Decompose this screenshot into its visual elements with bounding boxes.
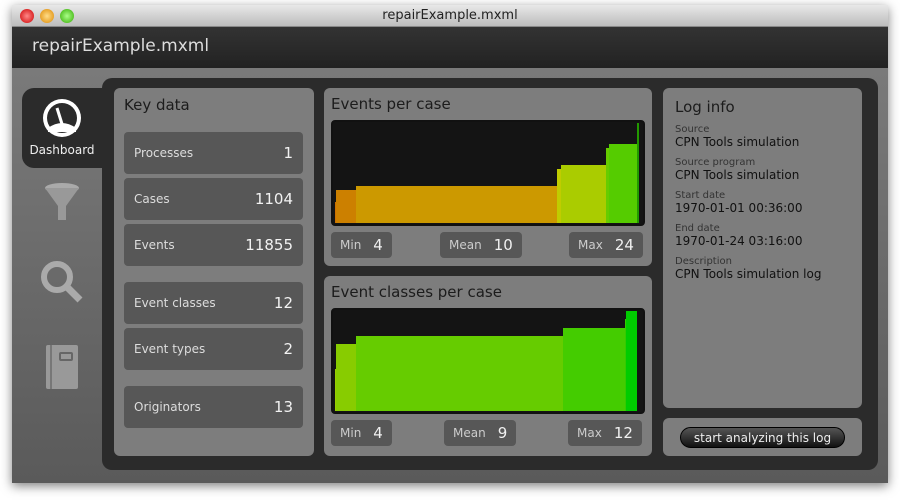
histogram-bar — [625, 319, 627, 411]
start-analyzing-button[interactable]: start analyzing this log — [680, 427, 845, 448]
key-data-row: Event types 2 — [124, 328, 303, 370]
row-value: 11855 — [245, 236, 293, 254]
field-label: Description — [675, 256, 732, 267]
row-label: Events — [134, 238, 175, 252]
mean-label: Mean — [453, 426, 486, 440]
histogram-bar — [556, 168, 562, 223]
key-data-card: Key data Processes 1 Cases 1104 Events 11855 E… — [114, 88, 314, 456]
key-data-row: Cases 1104 — [124, 178, 303, 220]
nav-dashboard-label: Dashboard — [29, 143, 95, 157]
row-value: 1 — [283, 144, 293, 162]
field-value: 1970-01-24 03:16:00 — [675, 234, 803, 248]
row-label: Originators — [134, 400, 201, 414]
gauge-icon — [43, 99, 81, 137]
mean-value: 10 — [493, 236, 513, 254]
zoom-button[interactable] — [60, 9, 74, 23]
min-stat: Min 4 — [331, 232, 392, 258]
log-info-title: Log info — [675, 98, 735, 116]
row-label: Event types — [134, 342, 206, 356]
field-label: Source — [675, 124, 710, 135]
row-value: 13 — [273, 398, 293, 416]
field-label: Start date — [675, 190, 726, 201]
key-data-row: Originators 13 — [124, 386, 303, 428]
row-label: Event classes — [134, 296, 216, 310]
min-label: Min — [340, 426, 362, 440]
field-label: End date — [675, 223, 720, 234]
title-bar: repairExample.mxml — [12, 5, 888, 27]
min-value: 4 — [373, 424, 383, 442]
min-label: Min — [340, 238, 362, 252]
mean-value: 9 — [497, 424, 508, 442]
mean-stat: Mean 10 — [440, 232, 522, 258]
action-card: start analyzing this log — [663, 418, 862, 456]
field-label: Source program — [675, 157, 756, 168]
max-value: 12 — [613, 424, 633, 442]
events-per-case-chart — [331, 120, 645, 226]
key-data-row: Event classes 12 — [124, 282, 303, 324]
mean-label: Mean — [449, 238, 482, 252]
histogram-bar — [335, 202, 337, 223]
chart-title: Events per case — [331, 95, 451, 113]
row-value: 2 — [283, 340, 293, 358]
histogram-bar — [637, 123, 639, 223]
histogram-bar — [561, 164, 607, 223]
window-title: repairExample.mxml — [382, 8, 518, 23]
field-value: CPN Tools simulation — [675, 168, 800, 182]
key-data-title: Key data — [124, 96, 190, 114]
max-stat: Max 12 — [568, 420, 642, 446]
funnel-icon — [45, 183, 79, 220]
max-stat: Max 24 — [569, 232, 643, 258]
histogram-bar — [335, 369, 337, 411]
event-classes-per-case-card: Event classes per case Min 4 Mean 9 Max 12 — [324, 276, 652, 456]
log-info-card: Log info Source CPN Tools simulation Sourc… — [663, 88, 862, 408]
histogram-bar — [336, 189, 356, 223]
nav-notebook[interactable] — [22, 343, 102, 395]
app-header: repairExample.mxml — [12, 27, 888, 68]
histogram-bar — [609, 143, 638, 223]
field-value: CPN Tools simulation log — [675, 267, 822, 281]
close-button[interactable] — [20, 9, 34, 23]
chart-title: Event classes per case — [331, 283, 502, 301]
min-stat: Min 4 — [331, 420, 392, 446]
row-value: 12 — [273, 294, 293, 312]
min-value: 4 — [373, 236, 383, 254]
magnifier-icon — [41, 261, 83, 303]
key-data-row: Events 11855 — [124, 224, 303, 266]
nav-filter[interactable] — [22, 180, 102, 228]
events-per-case-card: Events per case Min 4 Mean 10 Max 24 — [324, 88, 652, 266]
book-icon — [46, 345, 78, 389]
app-window: repairExample.mxml repairExample.mxml Da… — [12, 5, 888, 483]
nav-inspect[interactable] — [22, 260, 102, 308]
mean-stat: Mean 9 — [444, 420, 517, 446]
dashboard-panel: Key data Processes 1 Cases 1104 Events 11855 E… — [102, 78, 878, 470]
field-value: 1970-01-01 00:36:00 — [675, 201, 803, 215]
max-label: Max — [578, 238, 603, 252]
minimize-button[interactable] — [40, 9, 54, 23]
key-data-row: Processes 1 — [124, 132, 303, 174]
histogram-bar — [562, 327, 625, 411]
histogram-bar — [626, 311, 637, 411]
histogram-bar — [355, 185, 557, 223]
max-value: 24 — [614, 236, 634, 254]
histogram-bar — [355, 336, 563, 411]
nav-dashboard[interactable]: Dashboard — [22, 88, 102, 168]
event-classes-per-case-chart — [331, 308, 645, 414]
row-label: Cases — [134, 192, 170, 206]
max-label: Max — [577, 426, 602, 440]
row-label: Processes — [134, 146, 194, 160]
field-value: CPN Tools simulation — [675, 135, 800, 149]
row-value: 1104 — [254, 190, 293, 208]
histogram-bar — [336, 344, 356, 411]
histogram-bar — [606, 148, 610, 223]
